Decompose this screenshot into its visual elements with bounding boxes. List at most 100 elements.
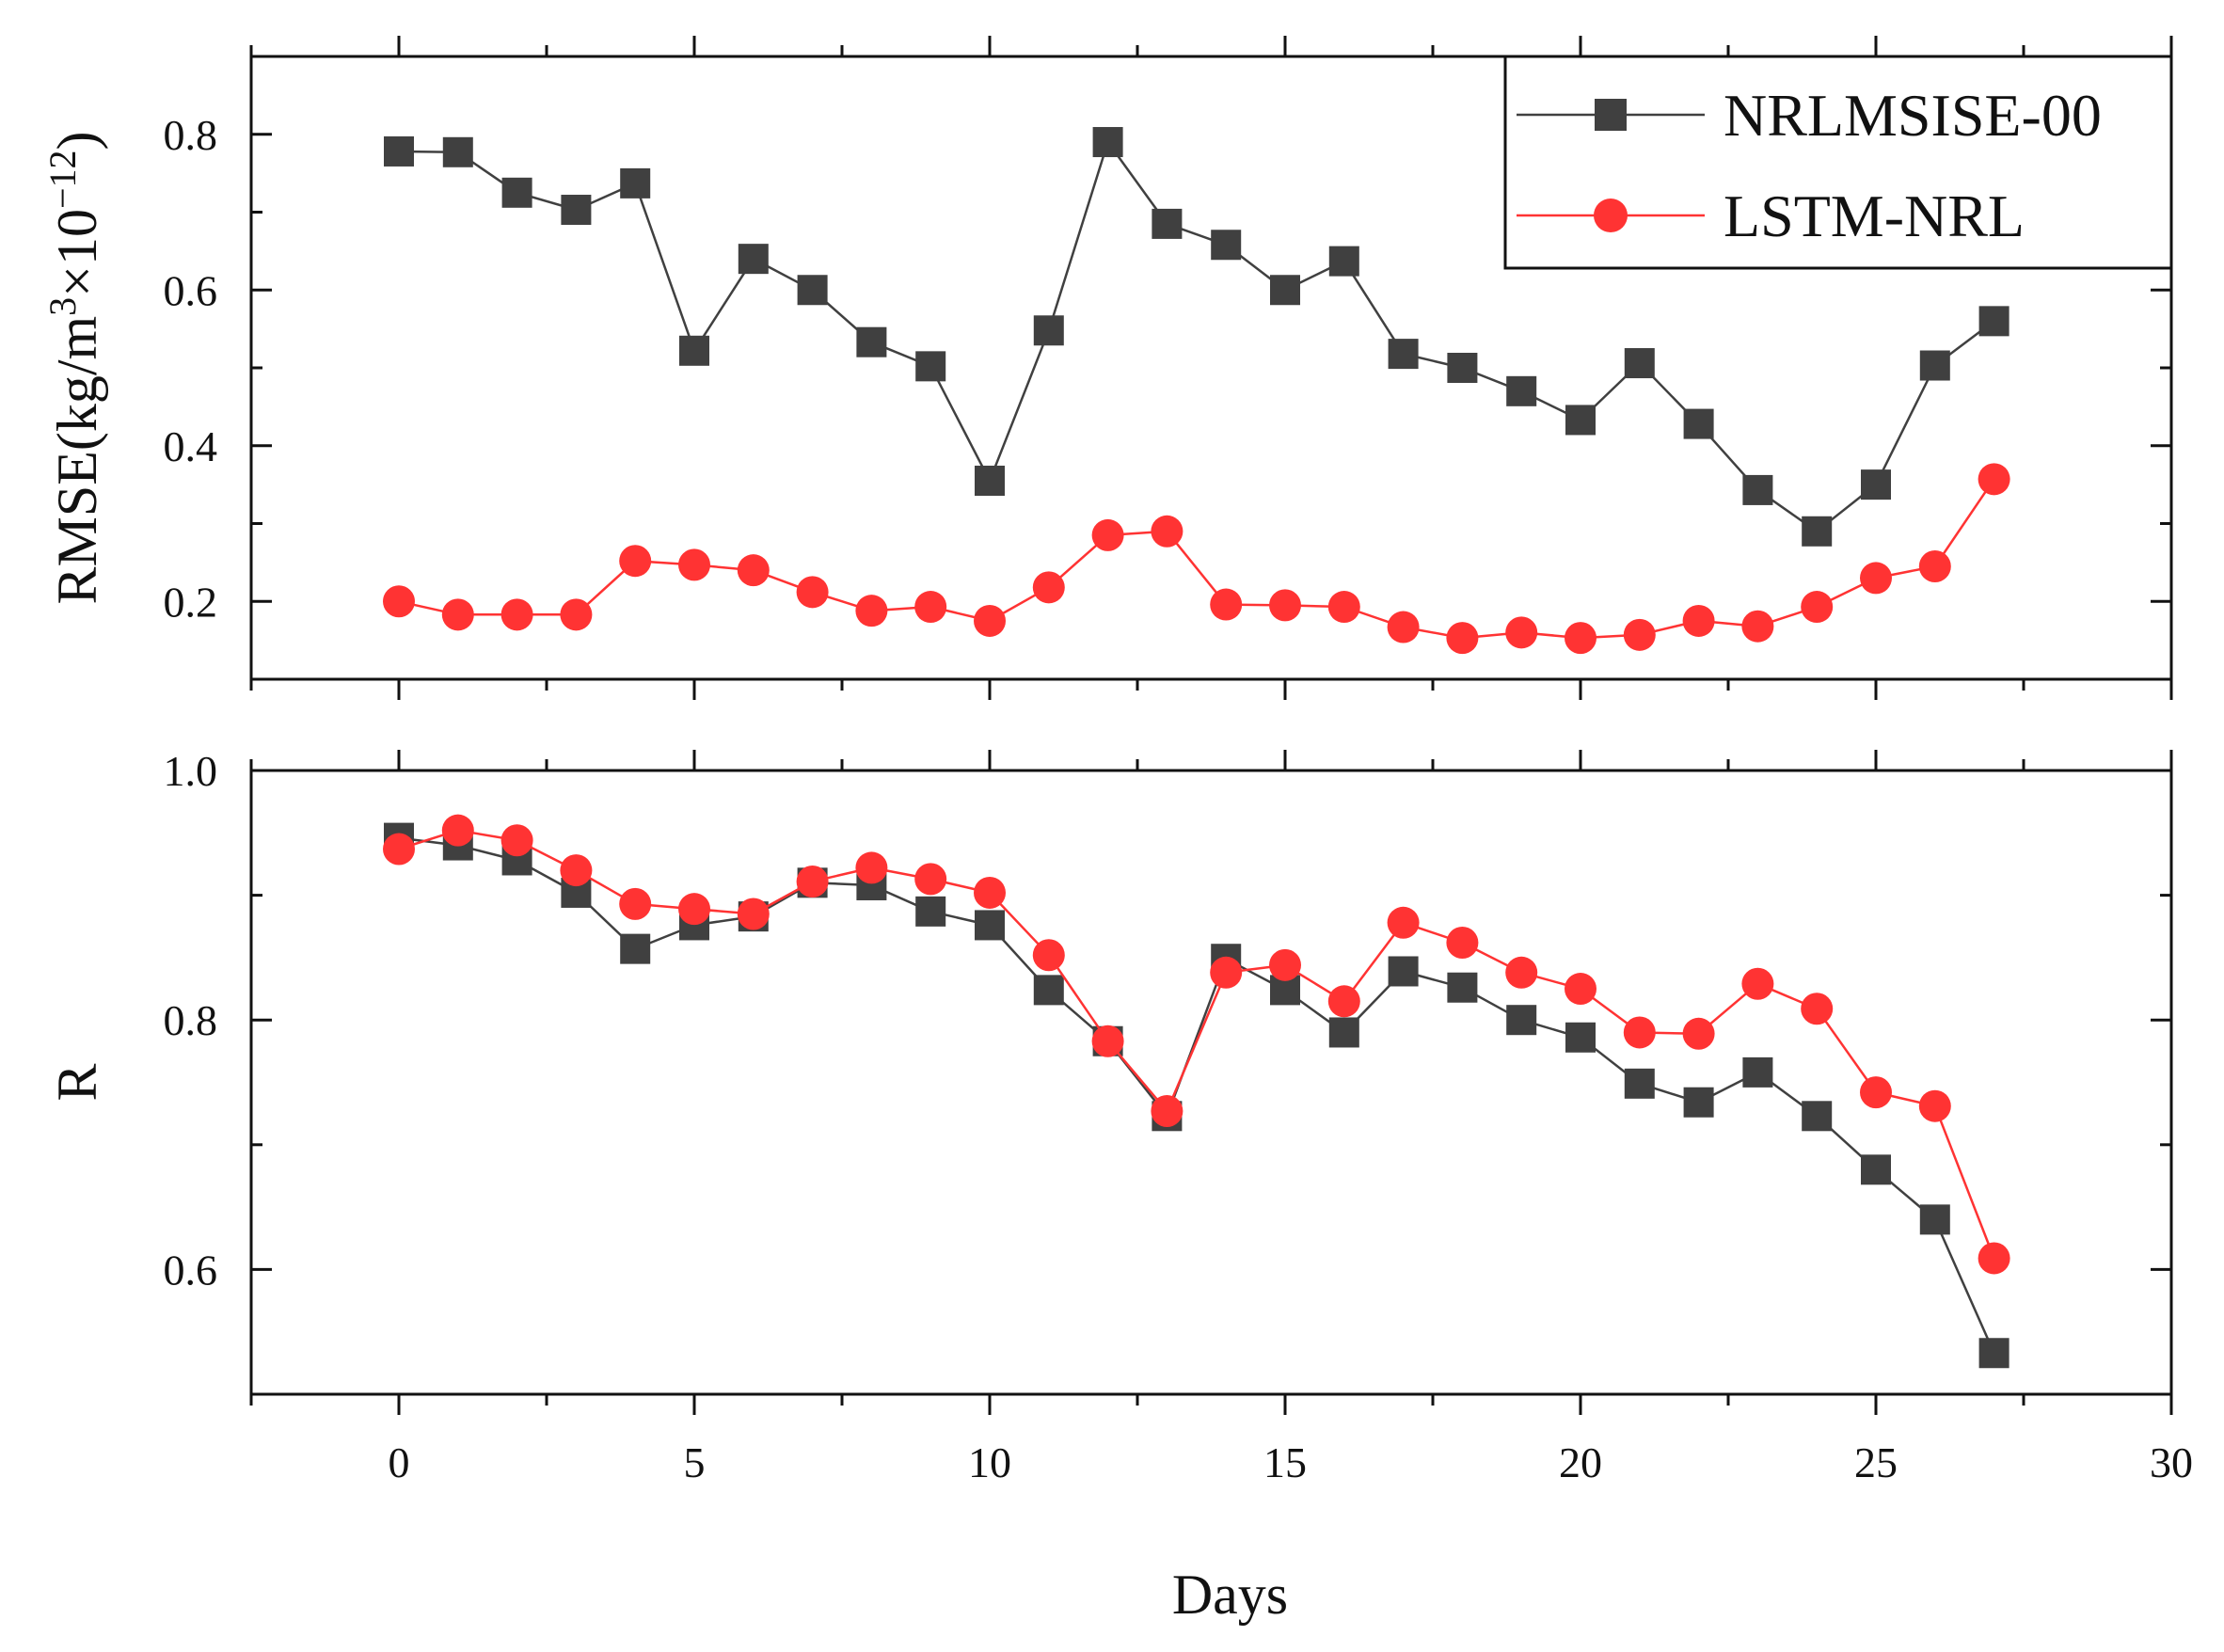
data-point-circle xyxy=(1151,1094,1183,1127)
data-point-circle xyxy=(1623,618,1656,651)
data-point-circle xyxy=(1091,1025,1124,1057)
data-point-circle xyxy=(678,548,710,581)
data-point-circle xyxy=(1505,956,1538,989)
data-point-circle xyxy=(1918,550,1951,583)
data-point-circle xyxy=(1682,1017,1715,1050)
data-point-circle xyxy=(974,604,1006,637)
data-point-circle xyxy=(1682,604,1715,637)
series-nrlmsise-00 xyxy=(384,127,2010,547)
legend: NRLMSISE-00 LSTM-NRL xyxy=(1503,55,2173,270)
data-point-circle xyxy=(914,591,947,624)
data-point-circle xyxy=(1032,939,1065,972)
series-line xyxy=(398,829,1995,1259)
y-tick-label: 0.2 xyxy=(164,578,218,626)
data-point-circle xyxy=(1446,622,1479,655)
data-point-square xyxy=(1742,1056,1773,1088)
data-point-square xyxy=(1683,1087,1714,1118)
series-lstm-nrl xyxy=(383,463,2010,655)
data-point-square xyxy=(501,177,532,208)
data-point-square xyxy=(1565,1022,1596,1053)
data-point-square xyxy=(1328,1017,1359,1048)
series-line xyxy=(398,140,1995,533)
y-axis-label-part: ) xyxy=(46,131,108,150)
data-point-circle xyxy=(1032,571,1065,604)
data-point-circle xyxy=(383,833,415,866)
data-point-circle xyxy=(1565,622,1597,655)
data-point-circle xyxy=(1446,926,1479,959)
data-point-square xyxy=(1742,474,1773,505)
data-point-square xyxy=(1092,127,1123,158)
data-point-circle xyxy=(619,545,652,578)
legend-item: NRLMSISE-00 xyxy=(1517,82,2102,149)
data-point-circle xyxy=(1978,463,2010,496)
data-point-square xyxy=(1447,972,1478,1003)
legend-marker-circle xyxy=(1594,199,1628,232)
data-point-square xyxy=(1211,230,1242,261)
y-axis-label-part: RMSE(kg/m xyxy=(46,316,108,605)
data-point-circle xyxy=(1327,985,1360,1018)
y-tick-label: 0.8 xyxy=(164,996,218,1044)
data-point-square xyxy=(620,933,651,964)
data-point-circle xyxy=(1741,610,1774,643)
data-point-square xyxy=(1919,1204,1950,1235)
plot-frame xyxy=(249,769,2173,1396)
data-point-square xyxy=(1978,306,2010,337)
data-point-circle xyxy=(1269,948,1301,981)
data-point-circle xyxy=(1210,588,1243,621)
data-point-square xyxy=(797,275,828,306)
data-point-circle xyxy=(914,863,947,896)
y-axis-label-superscript: 3 xyxy=(41,297,84,316)
y-axis-label-superscript: −12 xyxy=(41,150,84,209)
x-tick-label: 15 xyxy=(1263,1438,1307,1486)
data-point-square xyxy=(620,167,651,199)
data-point-circle xyxy=(1327,591,1360,624)
data-point-circle xyxy=(737,897,770,930)
data-point-square xyxy=(1447,353,1478,383)
data-point-square xyxy=(1802,1101,1833,1132)
y-tick-label: 0.6 xyxy=(164,266,218,314)
legend-marker-square xyxy=(1595,99,1627,131)
data-point-square xyxy=(1152,208,1183,239)
series-lstm-nrl xyxy=(383,814,2010,1275)
data-point-square xyxy=(1802,516,1833,547)
data-point-square xyxy=(975,910,1005,941)
series-line xyxy=(398,836,1995,1354)
data-point-circle xyxy=(1801,591,1834,624)
x-tick-label: 25 xyxy=(1854,1438,1898,1486)
data-point-circle xyxy=(1918,1089,1951,1122)
data-point-circle xyxy=(974,876,1006,909)
panel-top: 0.2 0.4 0.6 0.8 RMSE(kg/m3×10−12) xyxy=(41,36,2173,700)
data-point-circle xyxy=(1387,611,1420,643)
data-point-circle xyxy=(1623,1016,1656,1049)
y-tick-label: 0.8 xyxy=(164,111,218,159)
data-point-square xyxy=(1978,1338,2010,1369)
x-axis-label: Days xyxy=(1172,1564,1288,1626)
legend-item: LSTM-NRL xyxy=(1517,183,2025,249)
x-tick-label: 0 xyxy=(389,1438,410,1486)
data-point-circle xyxy=(855,595,888,627)
x-tick-label: 10 xyxy=(968,1438,1011,1486)
y-axis-label: RMSE(kg/m3×10−12) xyxy=(41,131,108,604)
y-tick-label: 0.4 xyxy=(164,422,218,470)
data-point-circle xyxy=(1860,1076,1892,1109)
data-point-circle xyxy=(1741,967,1774,1000)
panel-bottom: 0.6 0.8 1.0 0 5 10 15 20 25 30 R Days xyxy=(46,747,2193,1626)
data-point-square xyxy=(915,351,946,382)
data-point-square xyxy=(1624,348,1655,379)
data-point-circle xyxy=(500,598,533,631)
data-point-square xyxy=(1506,1005,1537,1036)
data-point-circle xyxy=(1801,993,1834,1025)
data-point-circle xyxy=(1860,562,1892,595)
data-point-circle xyxy=(855,851,888,884)
data-point-square xyxy=(1388,956,1419,987)
data-point-square xyxy=(1565,405,1596,436)
data-point-circle xyxy=(500,824,533,857)
data-point-square xyxy=(975,465,1005,496)
data-point-square xyxy=(384,135,414,167)
y-tick-label: 0.6 xyxy=(164,1246,218,1294)
data-point-square xyxy=(1861,1154,1891,1185)
data-point-circle xyxy=(560,598,593,631)
data-point-square xyxy=(738,244,769,275)
